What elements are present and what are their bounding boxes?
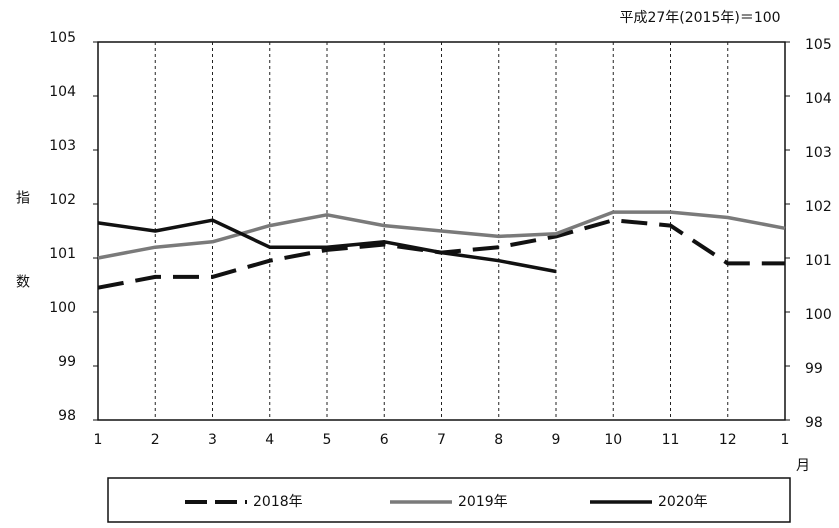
y2-tick-label: 102 [805,199,832,215]
series-line [97,210,786,260]
series-line [97,218,557,274]
y-tick-label: 103 [49,138,76,154]
x-tick-label: 6 [380,432,389,448]
legend-label: 2020年 [658,494,708,510]
x-tick-label: 8 [494,432,503,448]
y-tick-label: 99 [58,354,76,370]
y2-tick-label: 105 [805,37,832,53]
y-axis-label: 指数 [14,190,30,358]
y2-tick-label: 98 [805,415,823,431]
x-axis-label: 月 [796,458,810,474]
x-tick-label: 7 [437,432,446,448]
y-tick-label: 104 [49,84,76,100]
x-tick-label: 5 [323,432,332,448]
x-tick-label: 2 [151,432,160,448]
y-tick-label: 105 [49,30,76,46]
y-tick-label: 98 [58,408,76,424]
y2-tick-label: 104 [805,91,832,107]
y2-tick-label: 99 [805,361,823,377]
y2-tick-label: 100 [805,307,832,323]
base-note: 平成27年(2015年)＝100 [619,10,780,26]
y2-tick-label: 103 [805,145,832,161]
x-tick-label: 1 [781,432,790,448]
x-tick-label: 9 [552,432,561,448]
legend-box [107,477,791,523]
y-tick-label: 101 [49,246,76,262]
y-tick-label: 100 [49,300,76,316]
legend-label: 2018年 [253,494,303,510]
x-tick-label: 1 [94,432,103,448]
x-tick-label: 12 [719,432,737,448]
x-tick-label: 10 [604,432,622,448]
x-tick-label: 3 [208,432,217,448]
y-tick-label: 102 [49,192,76,208]
y2-tick-label: 101 [805,253,832,269]
legend-label: 2019年 [458,494,508,510]
x-tick-label: 4 [265,432,274,448]
x-tick-label: 11 [662,432,680,448]
